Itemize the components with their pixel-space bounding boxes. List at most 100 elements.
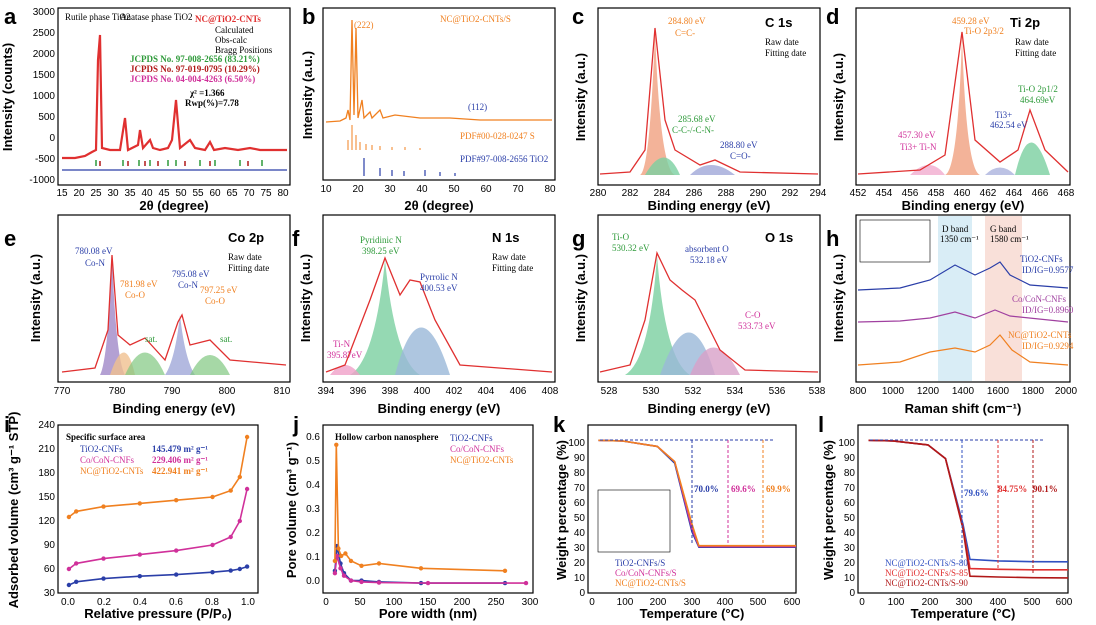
panel-d: d Ti 2p 459.28 eV Ti-O 2p3/2 457.30 eV T…	[826, 4, 1075, 213]
yticks-l: 0 10 20 30 40 50 60 70 80 90 100	[838, 438, 855, 599]
data-point-i-1-7	[237, 518, 242, 524]
peak-e-5-name: sat.	[220, 334, 232, 344]
data-point-j-2-6	[359, 563, 364, 568]
ytick-k-2: 20	[574, 558, 586, 569]
xtick-b-4: 50	[448, 184, 460, 195]
ylabel-g: Intensity (a.u.)	[573, 254, 588, 342]
data-point-j-2-2	[336, 546, 341, 551]
ytick-l-0: 0	[849, 588, 855, 599]
xticks-c: 280 282 284 286 288 290 292 294	[590, 188, 827, 199]
xtick-e-3: 800	[219, 386, 236, 397]
band-h-1-name: G band	[990, 224, 1017, 234]
panel-letter-h: h	[826, 226, 839, 251]
xtick-g-4: 536	[769, 386, 786, 397]
xtick-l-3: 300	[956, 597, 973, 608]
ytick-i-5: 180	[38, 468, 55, 479]
legend-f-1: Fitting date	[492, 263, 533, 273]
ytick-a-2: 0	[49, 133, 55, 144]
peak-g-2-name: C-O	[745, 310, 761, 320]
xtick-a-7: 50	[175, 188, 187, 199]
xtick-a-10: 65	[226, 188, 238, 199]
title-f: N 1s	[492, 230, 519, 245]
legend-a-1: Calculated	[215, 25, 254, 35]
xtick-h-1: 1000	[882, 386, 905, 397]
xtick-f-5: 404	[478, 386, 495, 397]
title-c: C 1s	[765, 15, 792, 30]
xtick-d-1: 454	[876, 188, 893, 199]
xtick-a-11: 70	[243, 188, 255, 199]
legend-e-1: Fitting date	[228, 263, 269, 273]
xtick-f-3: 400	[414, 386, 431, 397]
xtick-j-6: 300	[522, 597, 539, 608]
peak-e-0-energy: 780.08 eV	[75, 246, 113, 256]
panel-letter-i: i	[4, 412, 10, 437]
ref-bars-tio2	[363, 158, 456, 176]
data-point-i-1-8	[244, 486, 250, 492]
data-point-j-2-3	[339, 553, 344, 559]
value-l-2: 90.1%	[1033, 484, 1058, 494]
ylabel-e: Intensity (a.u.)	[28, 254, 43, 342]
ytick-j-5: 0.5	[306, 456, 320, 467]
peak-e-3-energy: 797.25 eV	[200, 285, 238, 295]
series-line-l-2	[868, 439, 1069, 579]
xtick-l-4: 400	[990, 597, 1007, 608]
xtick-b-5: 60	[480, 184, 492, 195]
legend-j-2: NC@TiO2-CNTs	[450, 455, 514, 465]
data-point-i-0-8	[244, 564, 250, 569]
ytick-i-6: 210	[38, 444, 55, 455]
xlabel-k: Temperature (°C)	[640, 606, 745, 621]
xtick-b-3: 40	[416, 184, 428, 195]
xtick-j-4: 200	[454, 597, 471, 608]
value-k-2: 69.9%	[766, 484, 791, 494]
peak-c-2	[690, 165, 735, 175]
ytick-l-2: 20	[844, 558, 856, 569]
value-k-1: 69.6%	[731, 484, 756, 494]
legend-a-3: Bragg Positions	[215, 45, 273, 55]
xtick-a-4: 35	[124, 188, 136, 199]
data-point-j-1-7	[425, 580, 431, 586]
data-point-i-2-5	[210, 494, 215, 500]
peak-e-1-energy: 781.98 eV	[120, 279, 158, 289]
ytick-i-7: 240	[38, 420, 55, 431]
band-h-1-value: 1580 cm⁻¹	[990, 234, 1029, 244]
legend-d-1: Fitting date	[1015, 48, 1056, 58]
xtick-k-3: 300	[684, 597, 701, 608]
xtick-c-7: 294	[810, 188, 827, 199]
note-a-3: χ² =1.366	[189, 88, 225, 98]
ytick-l-7: 70	[844, 483, 856, 494]
ytick-l-9: 90	[844, 453, 856, 464]
peak-b-1: (222)	[354, 20, 374, 30]
peak-f-0-name: Pyridinic N	[360, 235, 402, 245]
xtick-d-4: 460	[954, 188, 971, 199]
ytick-a-1: -500	[35, 154, 55, 165]
series-line-k-2	[598, 439, 796, 547]
peak-f-2-energy: 395.87eV	[327, 350, 363, 360]
data-point-i-0-1	[74, 579, 79, 584]
peak-e-1-name: Co-O	[125, 290, 146, 300]
xlabel-l: Temperature (°C)	[911, 606, 1016, 621]
peak-e-3	[125, 352, 165, 375]
peak-g-1-energy: 532.18 eV	[690, 255, 728, 265]
xtick-g-5: 538	[809, 386, 826, 397]
peak-d-2	[985, 167, 1015, 175]
raman-inset	[859, 219, 931, 263]
panel-letter-a: a	[4, 4, 17, 29]
bragg-marks	[95, 160, 263, 166]
ytick-a-5: 1500	[33, 70, 56, 81]
xtick-h-3: 1400	[952, 386, 975, 397]
ytick-k-3: 30	[574, 543, 586, 554]
peak-e-4	[190, 355, 230, 375]
xtick-a-2: 25	[90, 188, 102, 199]
ylabel-b: Intensity (a.u.)	[300, 51, 315, 139]
xtick-b-2: 30	[384, 184, 396, 195]
peak-c-1-name: C-C-/-C-N-	[672, 125, 714, 135]
yticks-i: 30 60 90 120 150 180 210 240	[38, 420, 55, 599]
xtick-l-1: 100	[888, 597, 905, 608]
peak-f-2	[330, 365, 360, 375]
legend-j-1: Co/CoN-CNFs	[450, 444, 505, 454]
xticks-k: 0 100 200 300 400 500 600	[589, 597, 801, 608]
xtick-g-2: 532	[685, 386, 702, 397]
peak-g-0-energy: 530.32 eV	[612, 243, 650, 253]
ytick-i-3: 120	[38, 516, 55, 527]
series-h-1-ratio: ID/IG=0.8960	[1022, 305, 1074, 315]
